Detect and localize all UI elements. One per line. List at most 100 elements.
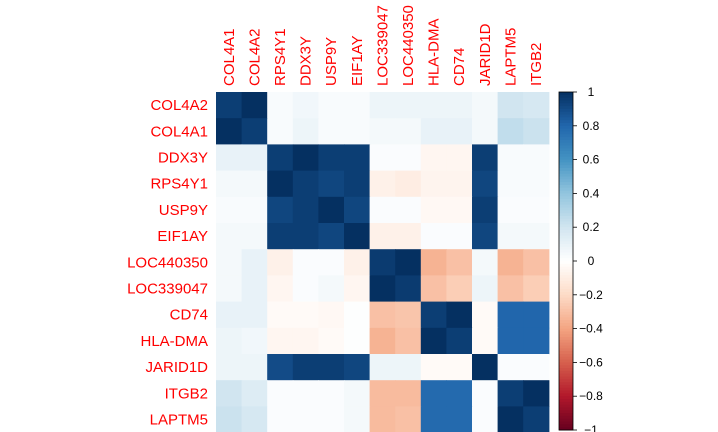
colorbar-segment [559,390,573,394]
heatmap-cell [318,275,345,303]
heatmap-cell [216,301,243,329]
heatmap-cell [267,327,294,355]
colorbar-segment [559,379,573,383]
heatmap-cell [497,92,524,119]
colorbar-segment [559,261,573,265]
column-label: ITGB2 [528,43,545,86]
heatmap-cell [395,223,422,250]
colorbar-segment [559,289,573,293]
colorbar-segment [559,294,573,299]
heatmap-cell [395,92,422,119]
heatmap-cell [472,118,499,145]
heatmap-cell [497,170,524,198]
heatmap-cell [318,301,345,329]
colorbar-segment [559,201,573,206]
colorbar-segment [559,275,573,279]
colorbar-segment [559,384,573,389]
heatmap-cell [344,144,371,172]
colorbar-segment [559,252,573,256]
heatmap-cell [523,170,550,198]
heatmap-cell [395,406,422,432]
colorbar-segment [559,359,573,363]
heatmap-cell [292,170,319,198]
heatmap-cell [472,170,499,198]
heatmap-cell [267,92,294,119]
heatmap-cell [344,92,371,119]
heatmap-cell [292,301,319,329]
heatmap-cell [523,144,550,172]
heatmap-cell [446,170,473,198]
colorbar-segment [559,393,573,397]
colorbar-segment [559,249,573,254]
heatmap-cell [344,327,371,355]
colorbar-segment [559,314,573,318]
colorbar-segment [559,137,573,141]
colorbar-segment [559,362,573,366]
heatmap-cell [395,327,422,355]
heatmap-cell [292,92,319,119]
colorbar-segment [559,156,573,161]
colorbar-segment [559,401,573,406]
heatmap-cell [267,249,294,276]
heatmap-cell [318,144,345,172]
heatmap-cell [216,275,243,303]
colorbar-segment [559,134,573,138]
heatmap-cell [241,380,268,407]
heatmap-cell [369,301,396,329]
colorbar-segment [559,224,573,228]
colorbar-segment [559,286,573,290]
heatmap-cell [292,406,319,432]
colorbar-tick-label: −0.8 [579,389,603,403]
colorbar-segment [559,413,573,417]
heatmap-cell [216,92,243,119]
colorbar-segment [559,165,573,169]
heatmap-cell [420,118,447,145]
colorbar-segment [559,297,573,301]
heatmap-cell [369,354,396,381]
heatmap-cell [292,118,319,145]
heatmap-cell [523,380,550,407]
colorbar-segment [559,159,573,163]
colorbar-segment [559,410,573,414]
colorbar-segment [559,255,573,259]
colorbar-segment [559,218,573,223]
colorbar-segment [559,199,573,203]
heatmap-cell [216,170,243,198]
heatmap-cell [523,354,550,381]
heatmap-cell [292,223,319,250]
heatmap-cell [241,92,268,119]
heatmap-cell [420,301,447,329]
heatmap-cell [523,223,550,250]
colorbar-segment [559,120,573,124]
colorbar-segment [559,210,573,214]
colorbar-segment [559,92,573,96]
colorbar-segment [559,418,573,423]
colorbar-segment [559,283,573,287]
column-label: CD74 [451,48,468,86]
colorbar-segment [559,179,573,183]
heatmap-cell [446,196,473,224]
colorbar-segment [559,94,573,99]
heatmap-cell [292,249,319,276]
heatmap-cell [497,144,524,172]
heatmap-cell [497,380,524,407]
colorbar-segment [559,311,573,316]
colorbar-tick-label: −0.6 [579,355,603,369]
heatmap-cell [523,196,550,224]
heatmap-cell [216,144,243,172]
heatmap-cell [472,327,499,355]
colorbar-segment [559,328,573,332]
colorbar-segment [559,404,573,408]
colorbar-tick-label: 0.6 [583,153,600,167]
heatmap-cell [497,327,524,355]
heatmap-cell [241,327,268,355]
colorbar-segment [559,387,573,392]
heatmap-cell [344,249,371,276]
column-label: LOC339047 [374,5,391,86]
heatmap-cell [267,406,294,432]
colorbar-segment [559,145,573,149]
row-label: JARID1D [145,359,208,376]
colorbar-segment [559,306,573,310]
heatmap-cell [446,275,473,303]
colorbar-segment [559,244,573,248]
